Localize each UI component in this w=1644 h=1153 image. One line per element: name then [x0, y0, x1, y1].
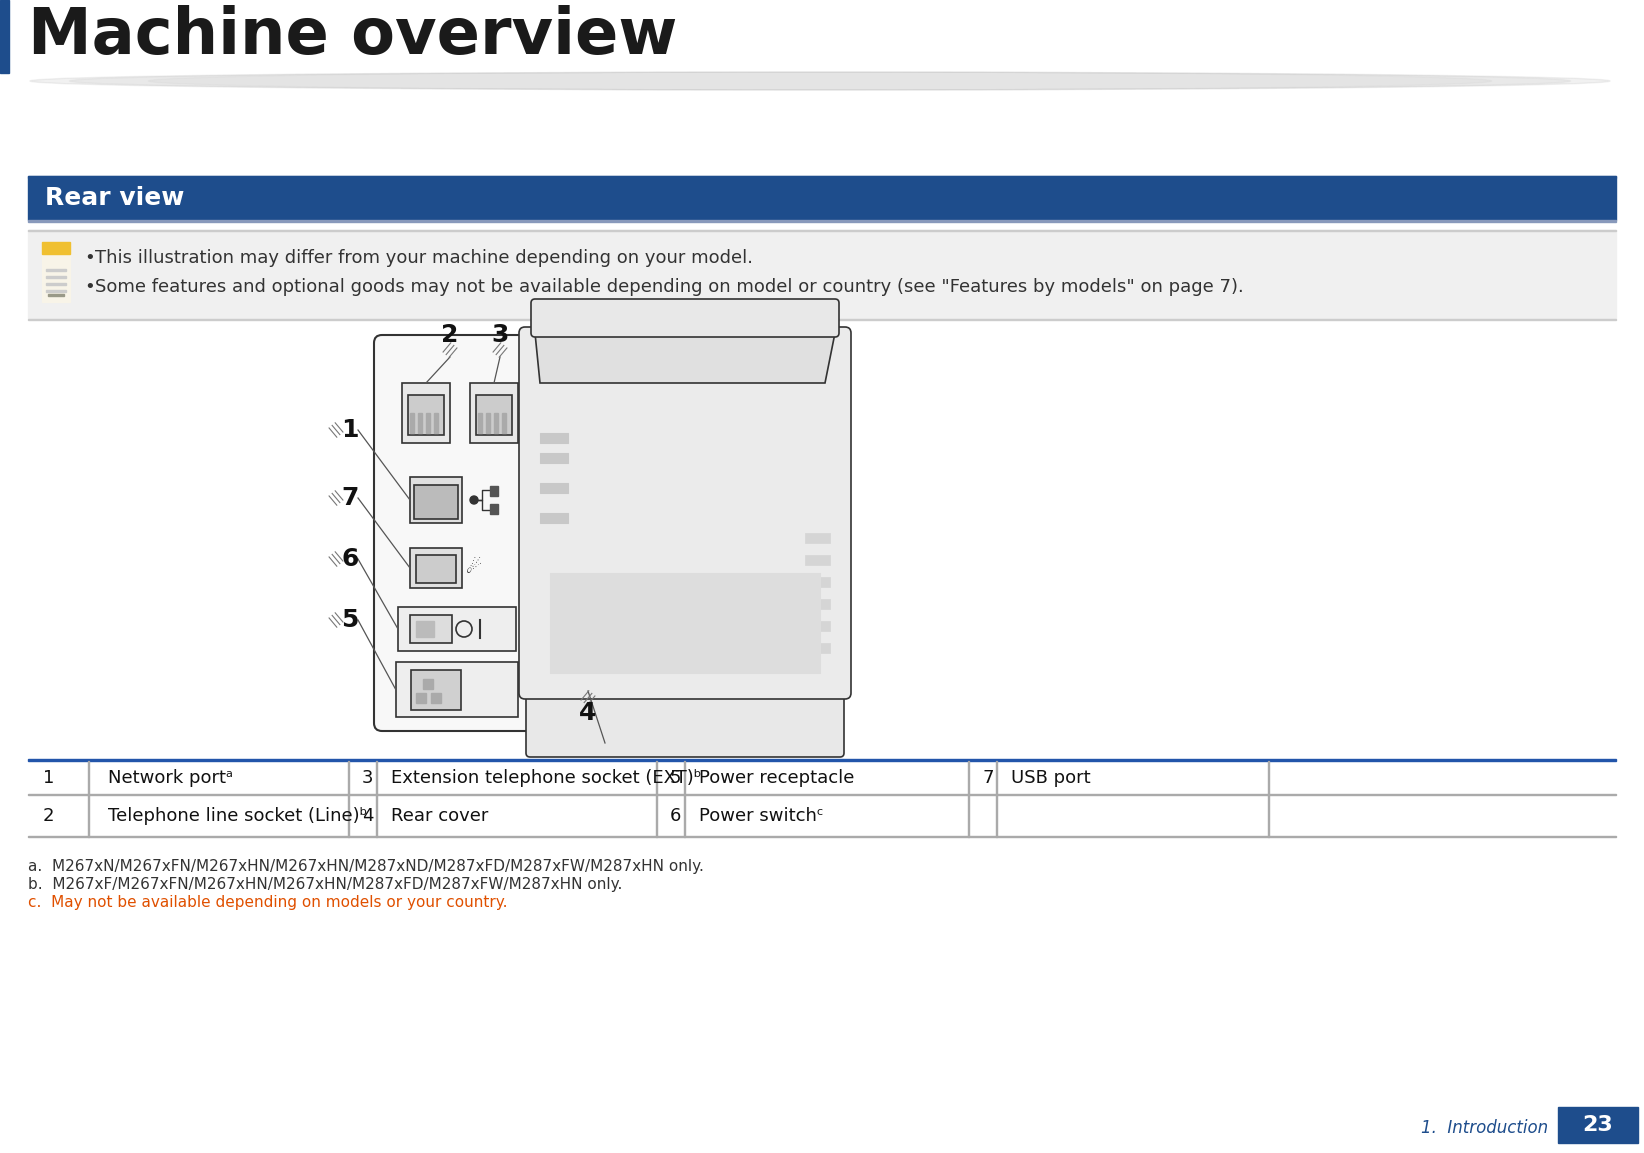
- Text: USB port: USB port: [1011, 769, 1090, 787]
- FancyBboxPatch shape: [520, 327, 852, 699]
- Text: a.  M267xN/M267xFN/M267xHN/M267xHN/M287xND/M287xFD/M287xFW/M287xHN only.: a. M267xN/M267xFN/M267xHN/M267xHN/M287xN…: [28, 859, 704, 874]
- Bar: [478, 413, 482, 434]
- Text: 6: 6: [342, 547, 358, 571]
- Text: ☄: ☄: [465, 559, 482, 576]
- Bar: [806, 621, 830, 631]
- Text: 4: 4: [579, 701, 597, 725]
- Bar: [409, 548, 462, 588]
- Text: Rear cover: Rear cover: [391, 807, 488, 826]
- Bar: [409, 413, 414, 434]
- Bar: [490, 487, 498, 496]
- Bar: [551, 573, 820, 673]
- Text: Power switchᶜ: Power switchᶜ: [699, 807, 824, 826]
- Bar: [46, 291, 66, 292]
- Bar: [411, 670, 460, 710]
- Bar: [48, 294, 64, 296]
- Bar: [398, 606, 516, 651]
- Bar: [414, 485, 459, 519]
- Text: 6: 6: [671, 807, 681, 826]
- Bar: [409, 615, 452, 643]
- Text: Power receptacle: Power receptacle: [699, 769, 855, 787]
- Text: 1: 1: [43, 769, 54, 787]
- Bar: [403, 383, 450, 443]
- Bar: [806, 533, 830, 543]
- Bar: [46, 282, 66, 285]
- Text: 3: 3: [362, 769, 373, 787]
- Bar: [43, 242, 71, 254]
- Text: •: •: [84, 278, 95, 296]
- Text: 4: 4: [362, 807, 373, 826]
- FancyBboxPatch shape: [526, 675, 843, 758]
- Text: c.  May not be available depending on models or your country.: c. May not be available depending on mod…: [28, 895, 508, 910]
- Bar: [806, 576, 830, 587]
- Bar: [28, 318, 1616, 321]
- Text: 3: 3: [492, 323, 508, 347]
- FancyBboxPatch shape: [373, 336, 546, 731]
- Bar: [416, 555, 455, 583]
- Circle shape: [470, 496, 478, 504]
- Bar: [431, 693, 441, 703]
- Bar: [28, 229, 1616, 318]
- Bar: [28, 759, 1616, 761]
- Ellipse shape: [30, 71, 1609, 90]
- Bar: [806, 555, 830, 565]
- Bar: [408, 395, 444, 435]
- Text: 5: 5: [671, 769, 682, 787]
- Bar: [1559, 1107, 1637, 1143]
- Text: This illustration may differ from your machine depending on your model.: This illustration may differ from your m…: [95, 249, 753, 267]
- Text: •: •: [84, 249, 95, 267]
- Text: 7: 7: [342, 487, 358, 510]
- Text: Network portᵃ: Network portᵃ: [109, 769, 233, 787]
- Bar: [418, 413, 423, 434]
- Bar: [28, 220, 1616, 223]
- Bar: [396, 662, 518, 717]
- Bar: [409, 477, 462, 523]
- Text: Machine overview: Machine overview: [28, 5, 677, 67]
- Text: Some features and optional goods may not be available depending on model or coun: Some features and optional goods may not…: [95, 278, 1245, 296]
- Text: 2: 2: [43, 807, 54, 826]
- Text: Rear view: Rear view: [44, 186, 184, 210]
- Ellipse shape: [69, 71, 1570, 90]
- Bar: [28, 229, 1616, 231]
- Text: Extension telephone socket (EXT)ᵇ: Extension telephone socket (EXT)ᵇ: [391, 769, 702, 787]
- Bar: [423, 679, 432, 689]
- Text: Telephone line socket (Line)ᵇ: Telephone line socket (Line)ᵇ: [109, 807, 367, 826]
- Bar: [493, 413, 498, 434]
- Bar: [806, 600, 830, 609]
- Bar: [46, 276, 66, 278]
- Bar: [490, 504, 498, 514]
- Text: b.  M267xF/M267xFN/M267xHN/M267xHN/M287xFD/M287xFW/M287xHN only.: b. M267xF/M267xFN/M267xHN/M267xHN/M287xF…: [28, 877, 623, 892]
- Text: 2: 2: [441, 323, 459, 347]
- Bar: [28, 836, 1616, 837]
- Bar: [501, 413, 506, 434]
- Bar: [470, 383, 518, 443]
- Bar: [539, 453, 567, 464]
- Text: 1.  Introduction: 1. Introduction: [1420, 1120, 1549, 1137]
- Bar: [416, 621, 434, 636]
- Polygon shape: [534, 333, 835, 383]
- Bar: [806, 643, 830, 653]
- Text: 1: 1: [342, 419, 358, 442]
- Ellipse shape: [148, 71, 1491, 90]
- Bar: [0, 0, 8, 73]
- Bar: [539, 513, 567, 523]
- Bar: [477, 395, 511, 435]
- Bar: [487, 413, 490, 434]
- Bar: [539, 434, 567, 443]
- Bar: [539, 483, 567, 493]
- Bar: [46, 269, 66, 271]
- Bar: [28, 176, 1616, 220]
- Bar: [434, 413, 437, 434]
- Text: 7: 7: [981, 769, 993, 787]
- Bar: [426, 413, 431, 434]
- Bar: [43, 242, 71, 302]
- FancyBboxPatch shape: [531, 299, 838, 337]
- Bar: [28, 176, 1616, 178]
- Text: 5: 5: [342, 608, 358, 632]
- Bar: [416, 693, 426, 703]
- Text: 23: 23: [1583, 1115, 1613, 1135]
